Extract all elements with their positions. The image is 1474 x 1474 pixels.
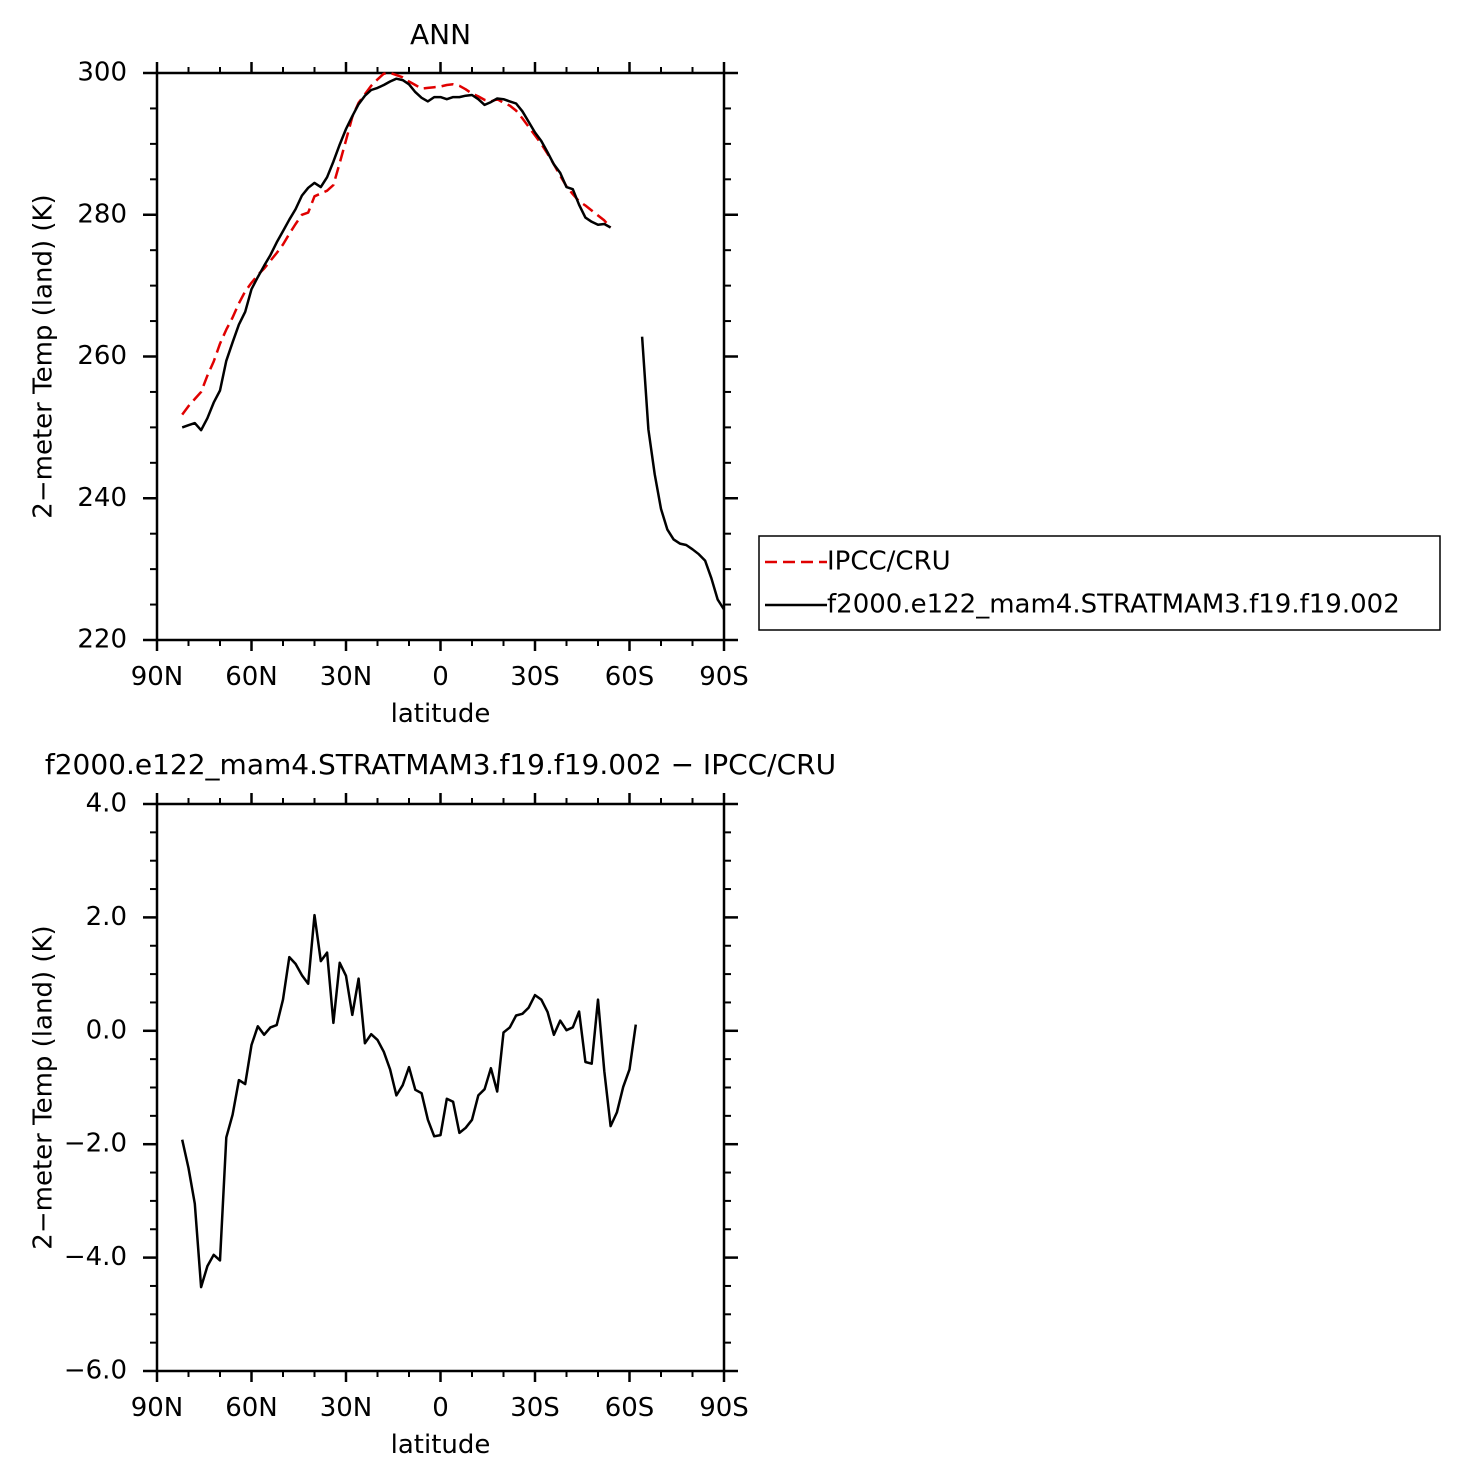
- x-tick-label: 30N: [320, 662, 373, 692]
- series-line-model: [640, 336, 726, 611]
- x-tick-label: 90N: [131, 662, 184, 692]
- series-line-ipcc-cru: [181, 71, 612, 416]
- legend-label: IPCC/CRU: [827, 547, 951, 577]
- y-axis-label: 2−meter Temp (land) (K): [29, 925, 59, 1249]
- chart-title: ANN: [410, 18, 471, 51]
- x-tick-label: 30S: [510, 1393, 560, 1423]
- bottom-panel-difference-chart: f2000.e122_mam4.STRATMAM3.f19.f19.002 − …: [29, 748, 837, 1460]
- x-tick-label: 0: [432, 662, 449, 692]
- x-tick-label: 90S: [699, 1393, 749, 1423]
- legend-box: [758, 535, 1441, 631]
- x-tick-label: 60S: [605, 662, 655, 692]
- plot-frame: [155, 71, 726, 642]
- x-axis-label: latitude: [391, 1430, 491, 1460]
- x-axis-label: latitude: [391, 699, 491, 729]
- x-tick-label: 30N: [320, 1393, 373, 1423]
- y-tick-label: 300: [77, 58, 127, 88]
- y-tick-label: −4.0: [64, 1242, 127, 1272]
- plot-frame: [155, 802, 726, 1373]
- y-tick-label: 240: [77, 483, 127, 513]
- legend: IPCC/CRU f2000.e122_mam4.STRATMAM3.f19.f1…: [758, 535, 1441, 631]
- y-tick-label: 220: [77, 625, 127, 655]
- x-tick-label: 30S: [510, 662, 560, 692]
- x-tick-label: 60N: [225, 662, 278, 692]
- chart-title: f2000.e122_mam4.STRATMAM3.f19.f19.002 − …: [45, 748, 836, 781]
- y-tick-label: 2.0: [86, 902, 127, 932]
- series-line-model: [180, 913, 638, 1289]
- x-tick-label: 60S: [605, 1393, 655, 1423]
- top-panel-line-chart: ANN 90N 60N 30N 0 30S 60S 90S 220 240 260 280 300 lat…: [29, 18, 749, 729]
- legend-label: f2000.e122_mam4.STRATMAM3.f19.f19.002: [827, 590, 1400, 620]
- x-tick-label: 60N: [225, 1393, 278, 1423]
- x-tick-label: 90S: [699, 662, 749, 692]
- x-tick-label: 0: [432, 1393, 449, 1423]
- y-tick-label: 260: [77, 341, 127, 371]
- y-tick-label: 4.0: [86, 789, 127, 819]
- y-tick-label: −2.0: [64, 1129, 127, 1159]
- y-tick-label: 0.0: [86, 1015, 127, 1045]
- y-tick-label: 280: [77, 199, 127, 229]
- x-tick-label: 90N: [131, 1393, 184, 1423]
- y-axis-label: 2−meter Temp (land) (K): [29, 194, 59, 518]
- y-tick-label: −6.0: [64, 1356, 127, 1386]
- series-line-model: [181, 77, 612, 432]
